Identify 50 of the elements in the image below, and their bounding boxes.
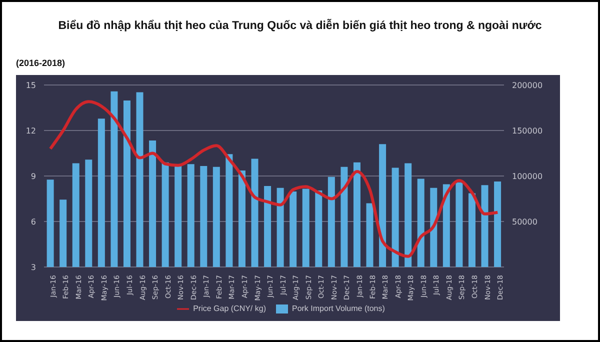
bar (251, 158, 258, 267)
bar (226, 154, 233, 267)
bar (136, 92, 144, 267)
bar (187, 164, 194, 267)
chart-title: Biểu đồ nhập khẩu thịt heo của Trung Quốc và diễn biến giá thịt heo trong & ngoài nước (57, 20, 543, 32)
y2-tick-label: 150000 (512, 126, 543, 136)
bar (238, 170, 246, 267)
bar (110, 91, 118, 267)
bar (264, 186, 272, 267)
bar (468, 193, 476, 267)
chart-subtitle: (2016-2018) (16, 58, 66, 68)
bar (430, 188, 438, 267)
bar (302, 188, 310, 267)
bar (149, 140, 156, 267)
y-tick-label: 15 (26, 80, 36, 90)
y-tick-label: 6 (30, 217, 36, 226)
bar (353, 162, 360, 267)
bar (276, 188, 284, 267)
bar (72, 163, 80, 267)
y-tick-label: 12 (26, 126, 36, 136)
y-tick-label: 9 (30, 172, 36, 181)
bar (60, 200, 67, 267)
legend-label: Pork Import Volume (tons) (292, 304, 385, 314)
y2-tick-label: 50000 (512, 217, 538, 226)
bar (442, 184, 450, 267)
bar (290, 191, 297, 267)
bar (123, 100, 130, 267)
bar (494, 181, 502, 267)
bar (174, 164, 182, 267)
bar (46, 180, 54, 267)
y-tick-label: 3 (30, 262, 36, 272)
bar (200, 166, 208, 267)
bar (85, 160, 92, 267)
bar (315, 190, 322, 267)
line-series (48, 100, 500, 258)
y2-tick-label: 200000 (512, 80, 543, 90)
bar (481, 185, 488, 267)
bar (404, 163, 412, 267)
bar (212, 166, 220, 267)
bar (417, 178, 424, 267)
bar (456, 182, 463, 267)
bar (379, 144, 386, 267)
legend-label: Price Gap (CNY/ kg) (193, 304, 266, 314)
bar (98, 118, 105, 267)
bar (392, 168, 399, 267)
bar (328, 176, 335, 267)
bar (340, 166, 348, 267)
bar (366, 203, 374, 267)
bar (162, 162, 169, 267)
y2-tick-label: 100000 (512, 172, 543, 181)
